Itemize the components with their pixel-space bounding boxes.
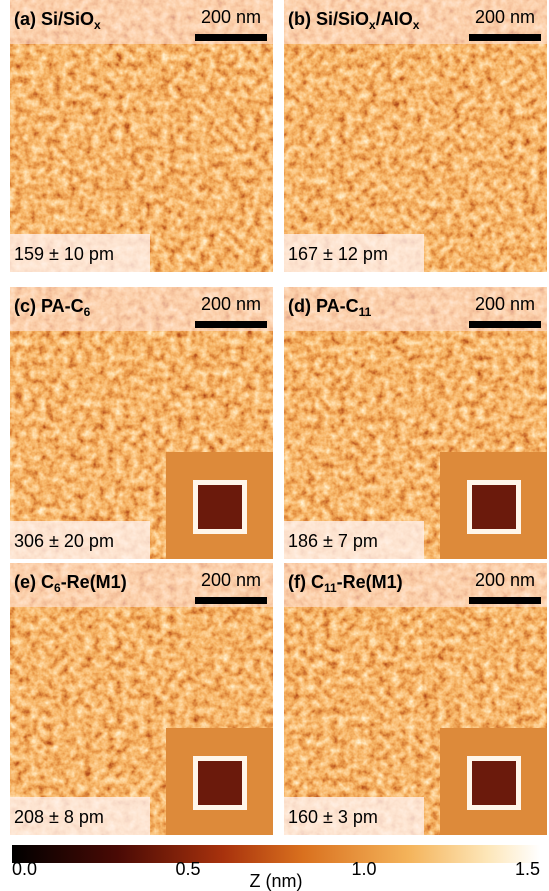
roughness-value: 306 ± 20 pm: [14, 531, 114, 551]
figure: (a) Si/SiOx200 nm159 ± 10 pm(b) Si/SiOx/…: [0, 0, 549, 891]
roughness-value: 186 ± 7 pm: [288, 531, 378, 551]
label-part: (a) Si/SiO: [14, 9, 94, 29]
scale-bar: [469, 597, 541, 604]
colorbar-tick-label: 0.0: [12, 859, 37, 879]
scratched-area: [198, 485, 242, 529]
label-part: 6: [84, 305, 91, 319]
roughness-value: 208 ± 8 pm: [14, 807, 104, 827]
scale-bar: [195, 321, 267, 328]
roughness-value: 159 ± 10 pm: [14, 244, 114, 264]
scale-bar: [469, 34, 541, 41]
label-part: x: [94, 18, 101, 32]
label-part: /AlO: [376, 9, 413, 29]
colorbar-label: Z (nm): [250, 871, 303, 891]
scale-bar-text: 200 nm: [201, 7, 261, 27]
colorbar-tick-label: 0.5: [175, 859, 200, 879]
colorbar-tick-label: 1.0: [351, 859, 376, 879]
colorbar-tick-label: 1.5: [515, 859, 540, 879]
label-part: 11: [359, 305, 372, 319]
scratched-area: [472, 761, 516, 805]
scale-bar-text: 200 nm: [475, 570, 535, 590]
label-part: (d) PA-C: [288, 296, 359, 316]
scratched-area: [198, 761, 242, 805]
scale-bar: [195, 597, 267, 604]
label-part: 11: [324, 581, 337, 595]
roughness-value: 160 ± 3 pm: [288, 807, 378, 827]
label-part: (f) C: [288, 572, 324, 592]
panel-label: (e) C6-Re(M1): [14, 572, 127, 595]
label-part: -Re(M1): [61, 572, 127, 592]
scale-bar-text: 200 nm: [475, 294, 535, 314]
panel-label: (a) Si/SiOx: [14, 9, 101, 32]
label-part: (c) PA-C: [14, 296, 84, 316]
scale-bar-text: 200 nm: [475, 7, 535, 27]
panel-label: (f) C11-Re(M1): [288, 572, 403, 595]
panel-label: (b) Si/SiOx/AlOx: [288, 9, 420, 32]
label-part: (e) C: [14, 572, 54, 592]
label-part: (b) Si/SiO: [288, 9, 369, 29]
label-part: -Re(M1): [337, 572, 403, 592]
scale-bar-text: 200 nm: [201, 570, 261, 590]
colorbar: [12, 845, 540, 863]
scale-bar: [195, 34, 267, 41]
scale-bar-text: 200 nm: [201, 294, 261, 314]
panel-label: (c) PA-C6: [14, 296, 91, 319]
scratched-area: [472, 485, 516, 529]
roughness-value: 167 ± 12 pm: [288, 244, 388, 264]
label-part: x: [413, 18, 420, 32]
scale-bar: [469, 321, 541, 328]
